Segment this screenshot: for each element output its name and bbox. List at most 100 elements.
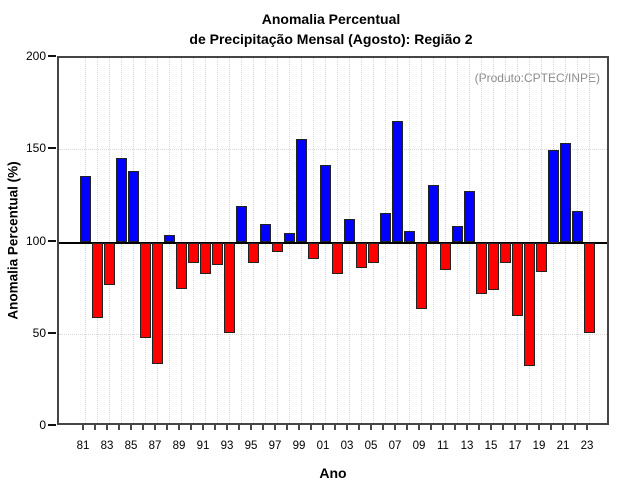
x-tick bbox=[358, 425, 360, 430]
x-tick bbox=[82, 425, 84, 430]
gridline-vertical bbox=[480, 58, 482, 423]
x-tick bbox=[418, 425, 420, 430]
x-tick bbox=[238, 425, 240, 430]
bar-2000 bbox=[307, 242, 319, 260]
x-tick bbox=[106, 425, 108, 430]
bar-2021 bbox=[559, 142, 571, 243]
x-tick-label: 85 bbox=[124, 440, 138, 452]
y-tick bbox=[48, 239, 56, 242]
bar-2016 bbox=[499, 242, 511, 263]
x-tick bbox=[94, 425, 96, 430]
gridline-vertical bbox=[504, 58, 506, 423]
x-tick bbox=[526, 425, 528, 430]
gridline-vertical bbox=[588, 58, 590, 423]
gridline-vertical bbox=[372, 58, 374, 423]
x-tick bbox=[586, 425, 588, 430]
x-tick bbox=[310, 425, 312, 430]
gridline-vertical bbox=[252, 58, 254, 423]
bar-1983 bbox=[103, 242, 115, 285]
x-tick bbox=[574, 425, 576, 430]
bar-1986 bbox=[139, 242, 151, 339]
gridline-vertical bbox=[204, 58, 206, 423]
gridline-horizontal bbox=[59, 333, 607, 335]
bar-2014 bbox=[475, 242, 487, 295]
x-tick bbox=[442, 425, 444, 430]
y-tick-label: 200 bbox=[25, 49, 46, 63]
x-tick bbox=[478, 425, 480, 430]
x-tick bbox=[178, 425, 180, 430]
bar-2006 bbox=[379, 212, 391, 243]
x-tick bbox=[454, 425, 456, 430]
x-tick-label: 15 bbox=[484, 440, 498, 452]
bar-1987 bbox=[151, 242, 163, 365]
bar-1989 bbox=[175, 242, 187, 289]
bar-2004 bbox=[355, 242, 367, 269]
x-tick-label: 07 bbox=[388, 440, 402, 452]
x-tick-label: 09 bbox=[412, 440, 426, 452]
x-tick bbox=[130, 425, 132, 430]
bar-1981 bbox=[79, 176, 91, 243]
x-tick bbox=[214, 425, 216, 430]
gridline-vertical bbox=[228, 58, 230, 423]
x-tick bbox=[166, 425, 168, 430]
x-tick bbox=[298, 425, 300, 430]
x-tick bbox=[514, 425, 516, 430]
y-tick-label: 150 bbox=[25, 141, 46, 156]
bar-1992 bbox=[211, 242, 223, 265]
x-tick-label: 11 bbox=[437, 440, 449, 452]
x-tick bbox=[370, 425, 372, 430]
gridline-vertical bbox=[336, 58, 338, 423]
bar-1991 bbox=[199, 242, 211, 274]
gridline-horizontal bbox=[59, 149, 607, 151]
x-tick bbox=[202, 425, 204, 430]
x-tick bbox=[382, 425, 384, 430]
x-tick bbox=[562, 425, 564, 430]
x-tick-label: 81 bbox=[76, 440, 90, 452]
bar-2018 bbox=[523, 242, 535, 367]
x-tick bbox=[346, 425, 348, 430]
bar-1990 bbox=[187, 242, 199, 263]
y-tick-label: 100 bbox=[25, 233, 46, 248]
bar-2002 bbox=[331, 242, 343, 274]
gridline-vertical bbox=[528, 58, 530, 423]
x-tick-label: 01 bbox=[316, 440, 330, 452]
bar-1997 bbox=[271, 242, 283, 252]
x-tick bbox=[538, 425, 540, 430]
bar-1995 bbox=[247, 242, 259, 263]
x-axis-title: Ano bbox=[319, 465, 347, 481]
x-tick-label: 95 bbox=[244, 440, 258, 452]
bar-2005 bbox=[367, 242, 379, 263]
bar-2001 bbox=[319, 165, 331, 243]
bar-2015 bbox=[487, 242, 499, 291]
gridline-vertical bbox=[216, 58, 218, 423]
bar-2009 bbox=[415, 242, 427, 309]
bar-2008 bbox=[403, 231, 415, 243]
x-tick bbox=[322, 425, 324, 430]
bar-2020 bbox=[547, 150, 559, 243]
x-tick-label: 21 bbox=[556, 440, 570, 452]
x-tick bbox=[118, 425, 120, 430]
plot-area: (Produto:CPTEC/INPE) bbox=[57, 56, 609, 425]
bar-2022 bbox=[571, 211, 583, 243]
bar-1982 bbox=[91, 242, 103, 319]
x-tick bbox=[226, 425, 228, 430]
bar-2003 bbox=[343, 218, 355, 243]
chart-title-line1: Anomalia Percentual bbox=[261, 11, 401, 27]
bar-1998 bbox=[283, 233, 295, 243]
x-tick-label: 23 bbox=[580, 440, 594, 452]
y-tick bbox=[48, 55, 56, 57]
x-tick bbox=[466, 425, 468, 430]
x-tick-label: 13 bbox=[460, 440, 474, 452]
x-tick bbox=[142, 425, 144, 430]
x-tick bbox=[394, 425, 396, 430]
gridline-vertical bbox=[96, 58, 98, 423]
x-tick-label: 93 bbox=[220, 440, 234, 452]
product-annotation: (Produto:CPTEC/INPE) bbox=[474, 71, 600, 85]
gridline-vertical bbox=[276, 58, 278, 423]
gridline-vertical bbox=[144, 58, 146, 423]
x-tick bbox=[406, 425, 408, 430]
bar-1996 bbox=[259, 224, 271, 243]
x-tick bbox=[190, 425, 192, 430]
gridline-vertical bbox=[156, 58, 158, 423]
